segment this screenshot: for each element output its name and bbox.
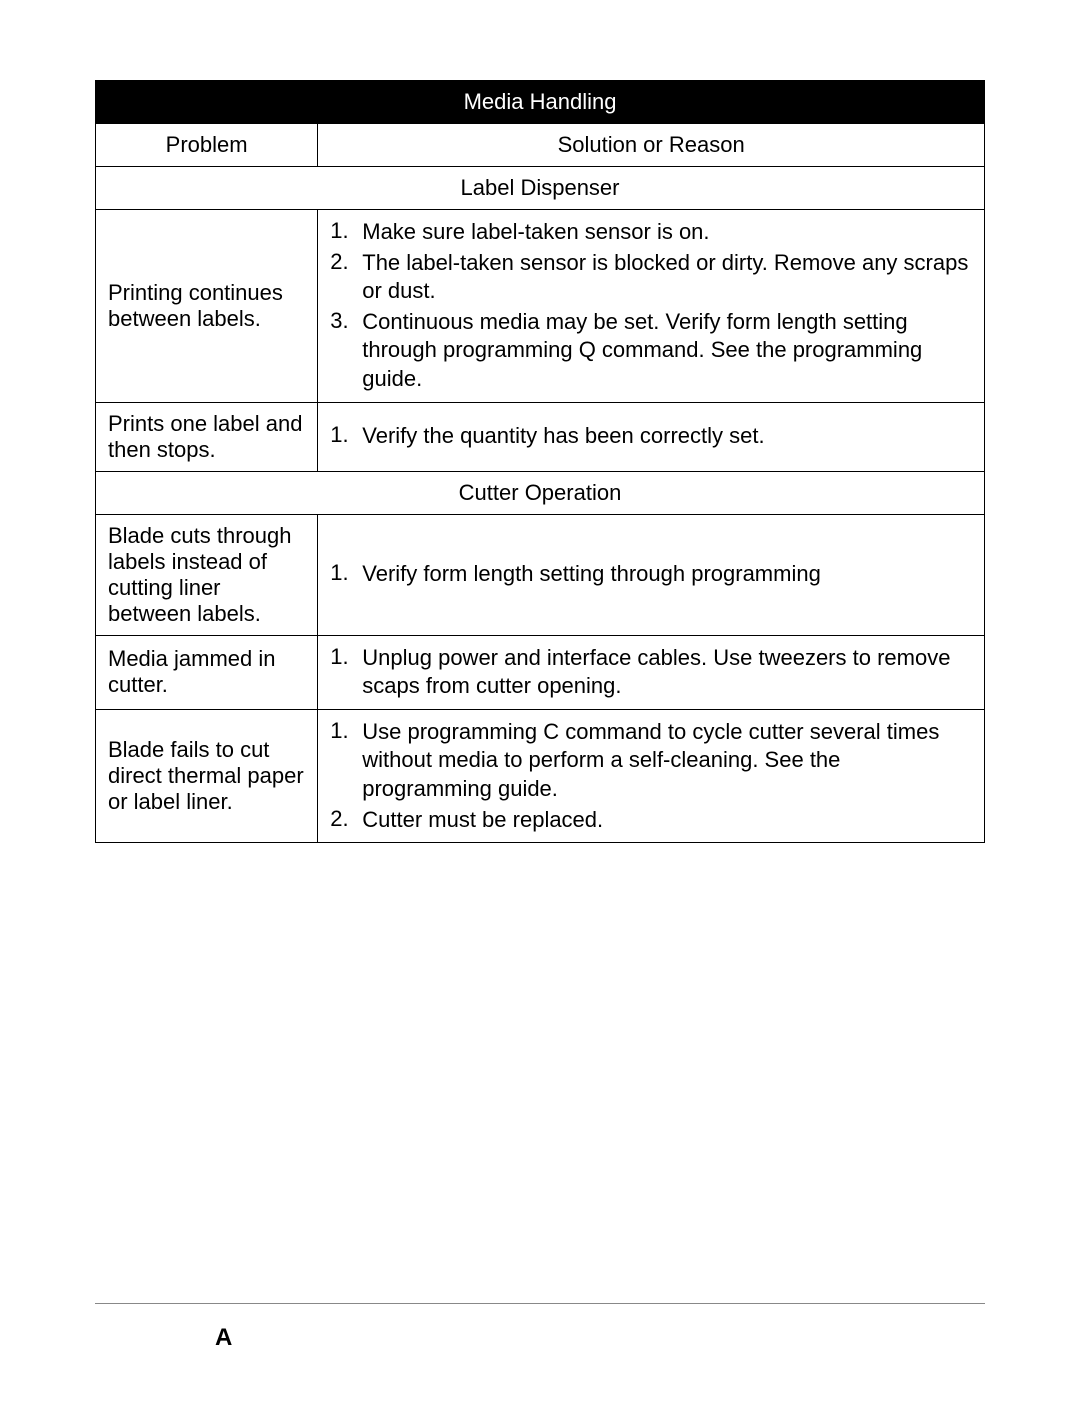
list-text: Continuous media may be set. Verify form…: [362, 308, 972, 394]
table-row: Prints one label and then stops. 1. Veri…: [96, 402, 985, 471]
list-item: 1. Verify the quantity has been correctl…: [330, 422, 972, 451]
section-header-row: Label Dispenser: [96, 167, 985, 210]
problem-cell: Printing continues between labels.: [96, 210, 318, 403]
problem-cell: Blade cuts through labels instead of cut…: [96, 514, 318, 635]
problem-column-header: Problem: [96, 124, 318, 167]
list-text: Use programming C command to cycle cutte…: [362, 718, 972, 804]
list-number: 1.: [330, 644, 362, 670]
solution-column-header: Solution or Reason: [318, 124, 985, 167]
troubleshooting-table: Media Handling Problem Solution or Reaso…: [95, 80, 985, 843]
list-number: 1.: [330, 422, 362, 448]
problem-cell: Prints one label and then stops.: [96, 402, 318, 471]
table-row: Blade cuts through labels instead of cut…: [96, 514, 985, 635]
solution-list: 1. Verify the quantity has been correctl…: [330, 422, 972, 451]
problem-cell: Blade fails to cut direct thermal paper …: [96, 709, 318, 842]
table-row: Blade fails to cut direct thermal paper …: [96, 709, 985, 842]
section-header-row: Cutter Operation: [96, 471, 985, 514]
list-text: Make sure label-taken sensor is on.: [362, 218, 972, 247]
section-header-cutter-operation: Cutter Operation: [96, 471, 985, 514]
list-number: 2.: [330, 249, 362, 275]
solution-cell: 1. Use programming C command to cycle cu…: [318, 709, 985, 842]
problem-cell: Media jammed in cutter.: [96, 635, 318, 709]
list-item: 1. Unplug power and interface cables. Us…: [330, 644, 972, 701]
list-text: Verify the quantity has been correctly s…: [362, 422, 972, 451]
list-number: 1.: [330, 218, 362, 244]
list-text: Cutter must be replaced.: [362, 806, 972, 835]
solution-cell: 1. Verify form length setting through pr…: [318, 514, 985, 635]
column-header-row: Problem Solution or Reason: [96, 124, 985, 167]
list-item: 2. The label-taken sensor is blocked or …: [330, 249, 972, 306]
list-text: The label-taken sensor is blocked or dir…: [362, 249, 972, 306]
table-body: Label Dispenser Printing continues betwe…: [96, 167, 985, 843]
list-item: 1. Verify form length setting through pr…: [330, 560, 972, 589]
list-text: Unplug power and interface cables. Use t…: [362, 644, 972, 701]
solution-list: 1. Unplug power and interface cables. Us…: [330, 644, 972, 701]
solution-list: 1. Use programming C command to cycle cu…: [330, 718, 972, 834]
footer-divider: [95, 1303, 985, 1304]
table-title: Media Handling: [96, 81, 985, 124]
list-number: 1.: [330, 718, 362, 744]
list-item: 1. Use programming C command to cycle cu…: [330, 718, 972, 804]
list-item: 1. Make sure label-taken sensor is on.: [330, 218, 972, 247]
table-row: Printing continues between labels. 1. Ma…: [96, 210, 985, 403]
solution-cell: 1. Make sure label-taken sensor is on. 2…: [318, 210, 985, 403]
list-item: 2. Cutter must be replaced.: [330, 806, 972, 835]
table-title-row: Media Handling: [96, 81, 985, 124]
list-number: 3.: [330, 308, 362, 334]
section-header-label-dispenser: Label Dispenser: [96, 167, 985, 210]
page-container: Media Handling Problem Solution or Reaso…: [0, 0, 1080, 1412]
list-number: 2.: [330, 806, 362, 832]
solution-cell: 1. Verify the quantity has been correctl…: [318, 402, 985, 471]
page-footer: A: [95, 1303, 985, 1352]
footer-label: A: [95, 1324, 985, 1352]
list-number: 1.: [330, 560, 362, 586]
list-item: 3. Continuous media may be set. Verify f…: [330, 308, 972, 394]
solution-cell: 1. Unplug power and interface cables. Us…: [318, 635, 985, 709]
table-row: Media jammed in cutter. 1. Unplug power …: [96, 635, 985, 709]
solution-list: 1. Make sure label-taken sensor is on. 2…: [330, 218, 972, 394]
solution-list: 1. Verify form length setting through pr…: [330, 560, 972, 589]
list-text: Verify form length setting through progr…: [362, 560, 972, 589]
